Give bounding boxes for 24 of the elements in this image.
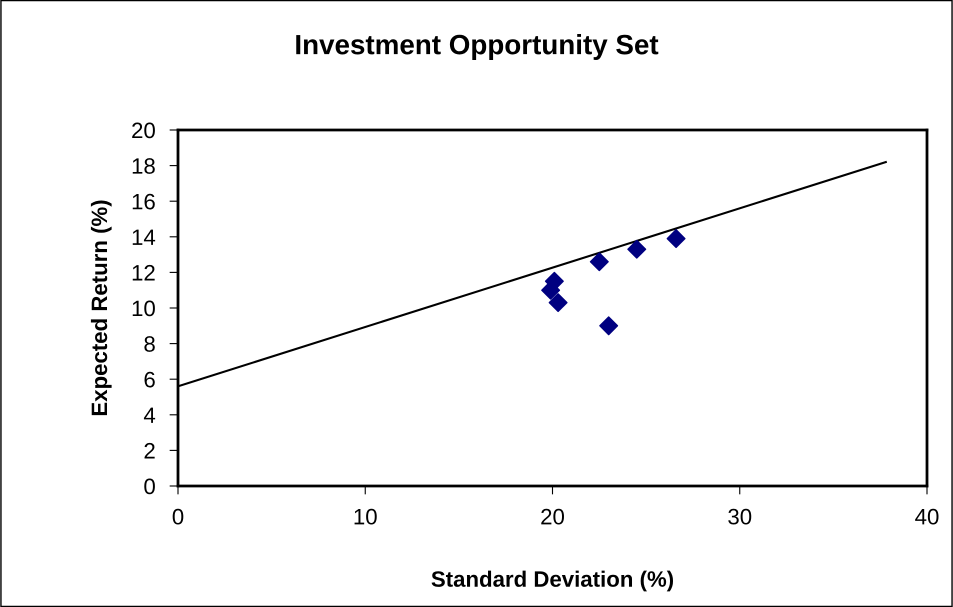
point (548, 293, 568, 312)
x-axis-title: Standard Deviation (%) (432, 570, 674, 592)
y-tick-label: 8 (144, 336, 155, 352)
y-tick-label: 16 (132, 194, 155, 210)
x-tick-label: 30 (728, 508, 752, 525)
y-tick-label: 0 (144, 478, 155, 494)
point (627, 240, 646, 259)
y-tick-label: 2 (144, 442, 155, 458)
y-tick-label: 4 (144, 408, 156, 423)
x-tick-label: 20 (541, 508, 564, 525)
x-tick-label: 0 (172, 508, 184, 525)
y-tick-label: 6 (144, 372, 155, 388)
y-tick-label: 10 (132, 300, 155, 316)
y-tick-label: 20 (132, 122, 155, 138)
y-tick-label: 18 (132, 158, 155, 174)
y-tick-label: 12 (132, 264, 155, 280)
y-tick-label: 14 (132, 230, 156, 245)
point (590, 252, 609, 272)
x-tick-label: 10 (354, 508, 377, 525)
y-axis-title: Expected Return (%) (90, 200, 112, 416)
point (599, 316, 618, 336)
point (666, 229, 686, 248)
chart-title: Investment Opportunity Set (296, 34, 658, 60)
x-tick-label: 40 (915, 508, 938, 525)
